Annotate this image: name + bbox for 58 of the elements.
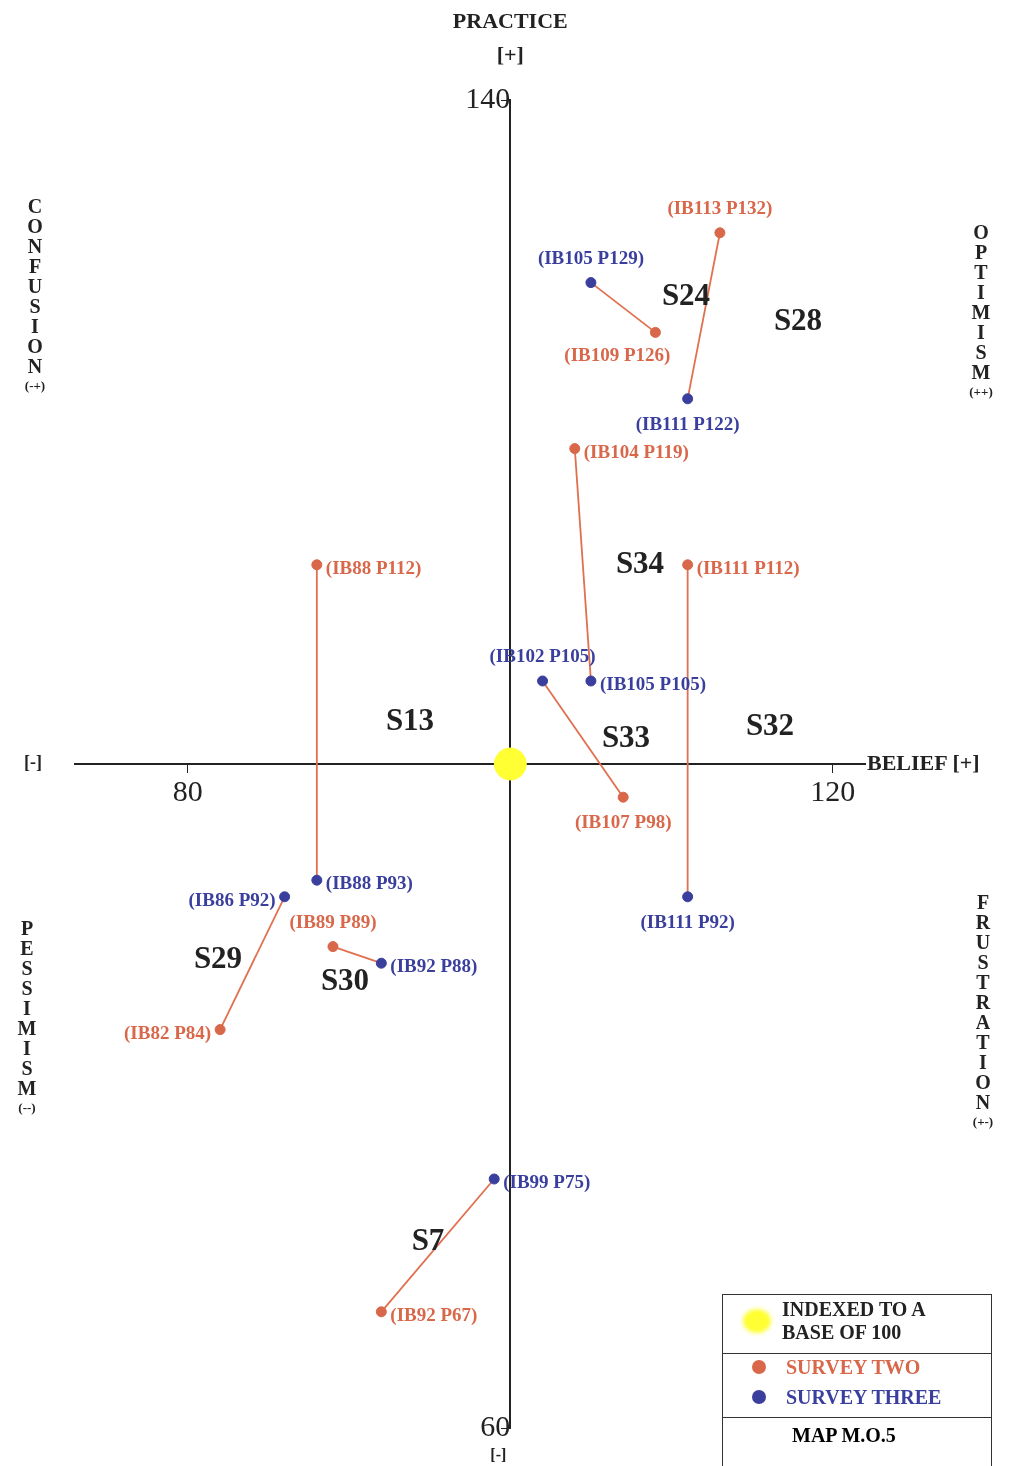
data-label: (IB92 P88) bbox=[390, 955, 478, 978]
y-tick-label: 60 bbox=[480, 1408, 511, 1442]
text: CONFUSION (-+) bbox=[24, 195, 46, 393]
annotation: S13 bbox=[384, 701, 436, 739]
data-label: (IB92 P67) bbox=[390, 1303, 478, 1326]
point bbox=[214, 1024, 226, 1036]
data-label: (IB86 P92) bbox=[188, 888, 276, 911]
text: [-] bbox=[24, 752, 42, 773]
data-label: (IB82 P84) bbox=[124, 1021, 212, 1044]
data-label: (IB105 P129) bbox=[537, 246, 644, 269]
text: PESSIMISM (--) bbox=[17, 917, 37, 1115]
annotation: S34 bbox=[614, 544, 666, 582]
annotation: S33 bbox=[600, 718, 652, 756]
text: OPTIMISM (++) bbox=[969, 221, 993, 399]
annotation: S28 bbox=[772, 301, 824, 339]
point bbox=[649, 326, 661, 338]
point bbox=[493, 747, 527, 781]
legend-label: SURVEY TWO bbox=[786, 1355, 921, 1379]
annotation: S30 bbox=[319, 961, 371, 999]
data-label: (IB89 P89) bbox=[289, 910, 377, 933]
point bbox=[279, 891, 291, 903]
data-label: (IB104 P119) bbox=[583, 440, 689, 463]
point bbox=[682, 891, 694, 903]
text: [-] bbox=[490, 1446, 507, 1464]
annotation: S7 bbox=[410, 1221, 446, 1259]
point bbox=[585, 675, 597, 687]
point bbox=[375, 1306, 387, 1318]
annotation: S29 bbox=[192, 939, 244, 977]
point bbox=[327, 941, 339, 953]
point bbox=[682, 559, 694, 571]
point bbox=[617, 791, 629, 803]
data-label: (IB111 P92) bbox=[640, 910, 735, 933]
legend-label: SURVEY THREE bbox=[786, 1385, 942, 1409]
data-label: (IB113 P132) bbox=[667, 196, 773, 219]
x-tick-label: 120 bbox=[810, 773, 856, 807]
annotation: MAP M.O.5 bbox=[792, 1424, 896, 1447]
point bbox=[714, 227, 726, 239]
point bbox=[537, 675, 549, 687]
data-label: (IB88 P112) bbox=[325, 556, 422, 579]
y-axis-title: PRACTICE [+] bbox=[451, 7, 569, 69]
data-label: (IB111 P122) bbox=[635, 412, 740, 435]
x-axis-title: BELIEF [+] bbox=[867, 750, 980, 776]
point bbox=[682, 393, 694, 405]
text: FRUSTRATION (+-) bbox=[972, 891, 994, 1129]
point bbox=[311, 874, 323, 886]
data-label: (IB107 P98) bbox=[574, 811, 672, 834]
data-label: (IB88 P93) bbox=[325, 872, 413, 895]
y-tick-label: 140 bbox=[465, 80, 511, 114]
data-label: (IB111 P112) bbox=[696, 556, 800, 579]
x-tick-label: 80 bbox=[172, 773, 203, 807]
data-label: (IB109 P126) bbox=[564, 344, 671, 367]
point bbox=[375, 957, 387, 969]
legend-label: INDEXED TO A BASE OF 100 bbox=[782, 1298, 927, 1344]
point bbox=[311, 559, 323, 571]
point bbox=[569, 443, 581, 455]
annotation: S32 bbox=[744, 706, 796, 744]
point bbox=[585, 277, 597, 289]
point bbox=[488, 1173, 500, 1185]
